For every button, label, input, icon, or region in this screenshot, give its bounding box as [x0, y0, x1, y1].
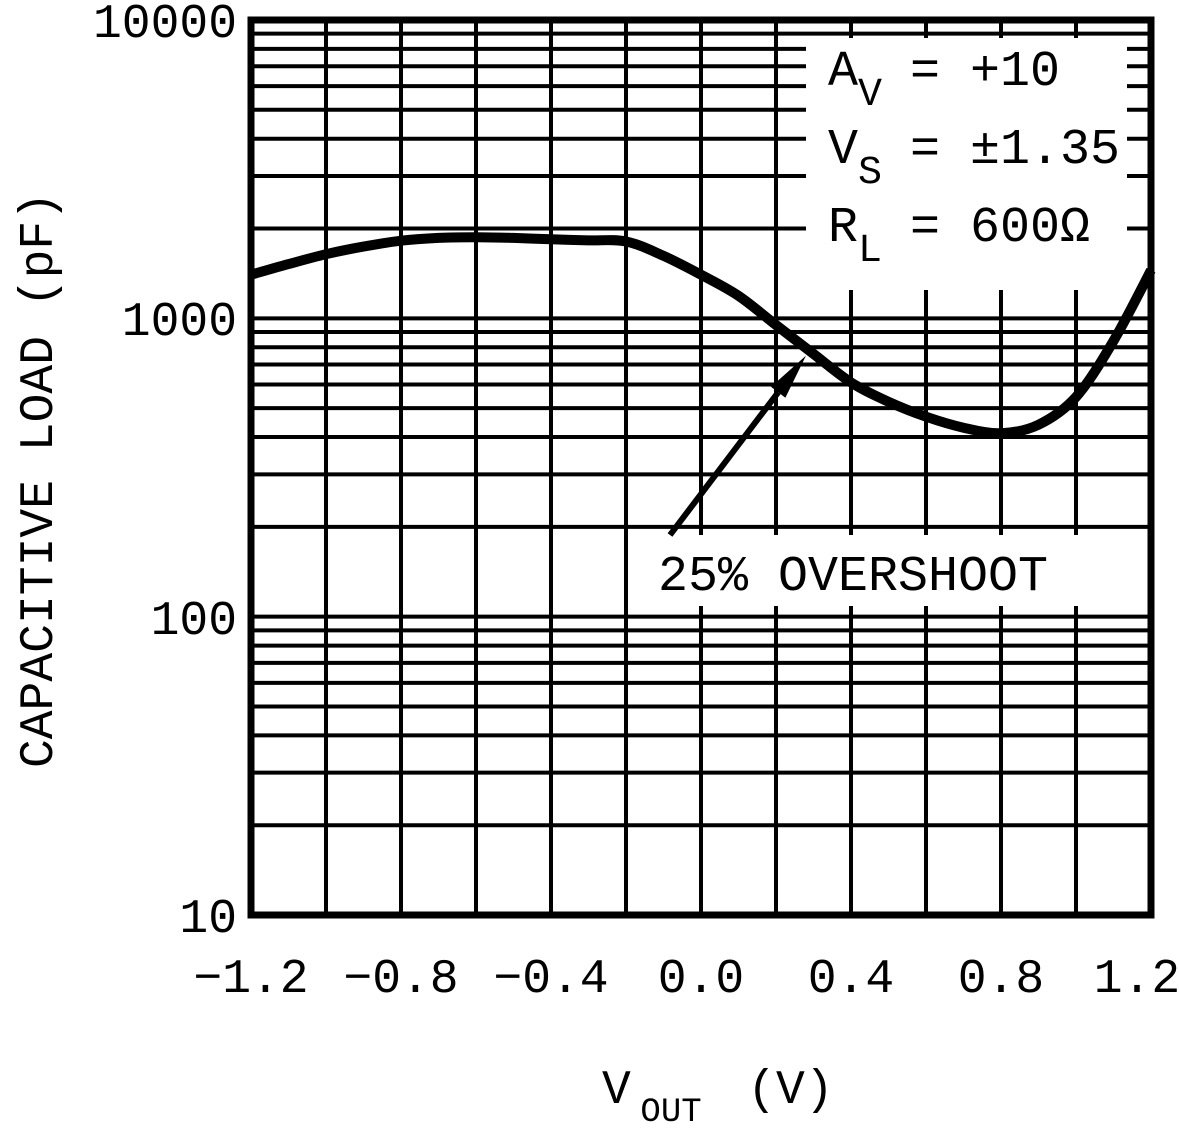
x-tick-n0.8: −0.8	[343, 953, 458, 1007]
x-axis-title-sub: OUT	[640, 1094, 701, 1132]
condition-line-vs: VS = ±1.35	[828, 122, 1120, 196]
x-tick-n0.4: −0.4	[493, 953, 608, 1007]
y-tick-100: 100	[151, 595, 237, 649]
callout-mask	[630, 535, 1080, 606]
x-tick-0.4: 0.4	[808, 953, 894, 1007]
data-curve	[249, 232, 1156, 439]
y-axis-title: CAPACITIVE LOAD (pF)	[13, 192, 67, 768]
x-tick-0.8: 0.8	[958, 953, 1044, 1007]
condition-rl-value: 600Ω	[970, 200, 1090, 257]
x-axis-title-main: V	[602, 1064, 631, 1118]
conditions-annotation: AV = +10 VS = ±1.35 RL = 600Ω	[828, 44, 1120, 274]
condition-vs-value: ±1.35	[970, 122, 1120, 179]
condition-av-sub: V	[858, 73, 882, 118]
overshoot-capacitive-load-curve	[249, 232, 1156, 439]
condition-line-rl: RL = 600Ω	[828, 200, 1090, 274]
y-axis-tick-labels: 10000 1000 100 10	[93, 0, 237, 947]
condition-line-av: AV = +10	[828, 44, 1060, 118]
x-axis-tick-labels: −1.2 −0.8 −0.4 0.0 0.4 0.8 1.2	[193, 953, 1179, 1007]
callout-arrow	[667, 355, 806, 537]
y-tick-10: 10	[179, 893, 237, 947]
overshoot-callout-label: 25% OVERSHOOT	[658, 549, 1048, 606]
condition-av-eq: =	[910, 44, 940, 101]
condition-av-label: A	[828, 44, 858, 101]
x-tick-n1.2: −1.2	[193, 953, 308, 1007]
arrow-head	[771, 355, 806, 398]
y-tick-10000: 10000	[93, 0, 237, 52]
y-tick-1000: 1000	[122, 296, 237, 350]
condition-av-value: +10	[970, 44, 1060, 101]
condition-rl-eq: =	[910, 200, 940, 257]
x-tick-1.2: 1.2	[1094, 953, 1179, 1007]
condition-vs-label: V	[828, 122, 858, 179]
x-axis-title: V OUT (V)	[602, 1064, 834, 1132]
condition-vs-sub: S	[858, 151, 882, 196]
annotation-masks	[630, 38, 1127, 606]
conditions-mask	[806, 38, 1127, 290]
arrow-shaft	[667, 390, 781, 537]
condition-rl-sub: L	[858, 229, 882, 274]
condition-rl-label: R	[828, 200, 858, 257]
x-tick-0.0: 0.0	[658, 953, 744, 1007]
x-axis-title-unit: (V)	[747, 1064, 833, 1118]
plot-frame	[247, 16, 1155, 919]
condition-vs-eq: =	[910, 122, 940, 179]
